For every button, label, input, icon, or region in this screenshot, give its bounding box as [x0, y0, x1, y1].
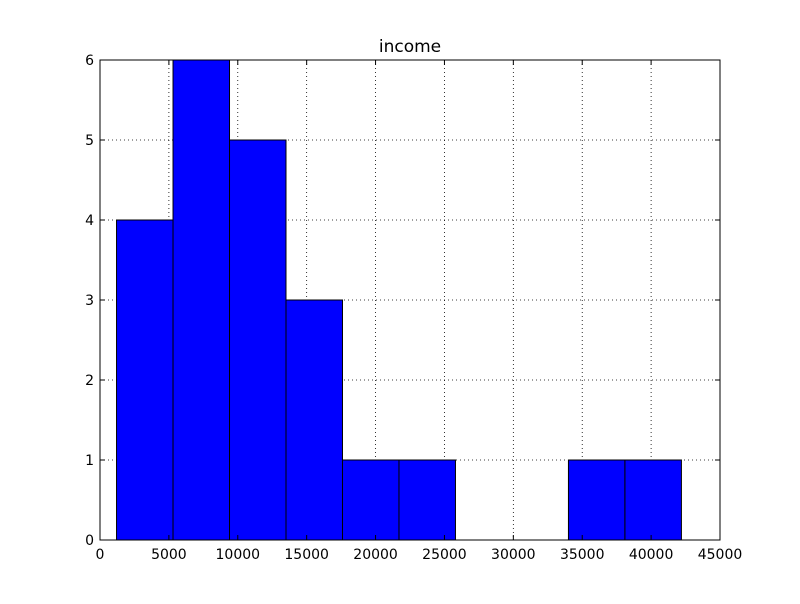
y-tick-label-6: 6 [85, 53, 94, 69]
x-tick-label-5: 25000 [422, 547, 467, 563]
bars [116, 59, 682, 541]
x-tick-label-9: 45000 [698, 547, 743, 563]
x-tick-label-4: 20000 [353, 547, 398, 563]
x-tick-label-2: 10000 [216, 547, 261, 563]
histogram-bar-2 [229, 139, 287, 541]
y-tick-label-4: 4 [85, 213, 94, 229]
x-tick-label-8: 40000 [629, 547, 674, 563]
y-tick-label-3: 3 [85, 293, 94, 309]
x-tick-label-0: 0 [96, 547, 105, 563]
chart-title: income [379, 37, 441, 57]
histogram-bar-9 [624, 459, 682, 541]
x-tick-label-7: 35000 [560, 547, 605, 563]
histogram-bar-3 [285, 299, 343, 541]
x-tick-label-6: 30000 [491, 547, 536, 563]
x-tick-label-3: 15000 [284, 547, 329, 563]
histogram-bar-4 [341, 459, 400, 541]
y-tick-label-2: 2 [85, 373, 94, 389]
histogram-bar-0 [116, 219, 174, 541]
x-tick-labels: 0 5000 10000 15000 20000 25000 30000 35000 40000… [96, 547, 743, 563]
histogram-bar-5 [398, 459, 456, 541]
histogram-bar-1 [172, 59, 231, 541]
histogram-bar-8 [567, 459, 626, 541]
y-tick-label-1: 1 [85, 453, 94, 469]
x-tick-label-1: 5000 [151, 547, 187, 563]
y-tick-label-5: 5 [85, 133, 94, 149]
ticks [99, 59, 721, 541]
y-tick-labels: 0 1 2 3 4 5 6 [85, 53, 94, 549]
y-tick-label-0: 0 [85, 533, 94, 549]
